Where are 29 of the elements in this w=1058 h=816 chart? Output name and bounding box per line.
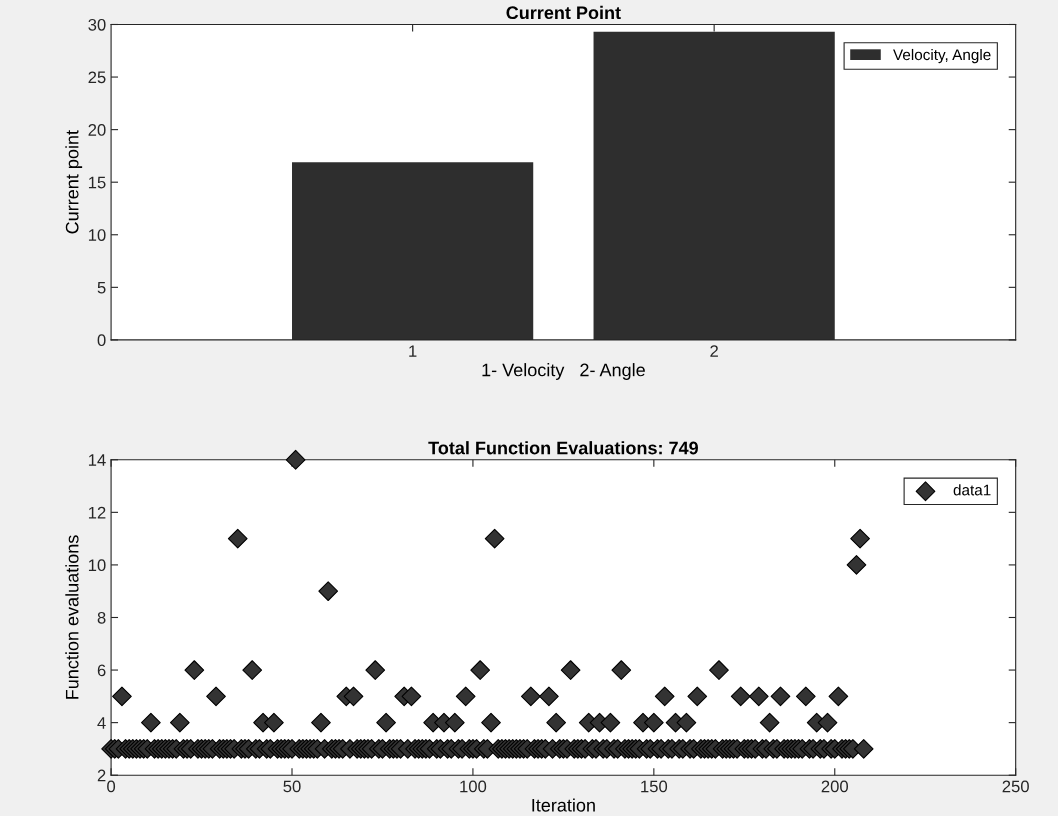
- y-tick-label: 2: [97, 769, 106, 782]
- chart-title: Current Point: [506, 5, 621, 20]
- y-tick-label: 8: [97, 611, 106, 624]
- x-axis-title: 1- Velocity 2- Angle: [482, 363, 645, 380]
- y-axis-title: Function evaluations: [65, 535, 79, 699]
- y-tick-label: 14: [88, 454, 106, 466]
- y-tick-label: 6: [97, 664, 106, 677]
- x-tick-label: 1: [409, 345, 417, 357]
- y-tick-label: 25: [88, 71, 106, 84]
- y-tick-label: 12: [88, 506, 106, 519]
- y-tick-label: 30: [88, 18, 106, 31]
- legend-label: Velocity, Angle: [893, 48, 991, 64]
- x-tick-label: 50: [283, 780, 301, 793]
- x-tick-label: 200: [821, 780, 849, 793]
- legend-label: data1: [953, 484, 991, 496]
- x-tick-label: 0: [107, 780, 116, 793]
- x-axis-title: Iteration: [532, 798, 595, 812]
- y-tick-label: 5: [97, 281, 106, 294]
- y-tick-label: 10: [88, 559, 106, 572]
- y-tick-label: 10: [88, 229, 106, 241]
- x-tick-label: 100: [460, 780, 487, 793]
- y-tick-label: 0: [97, 334, 106, 347]
- y-tick-label: 20: [88, 124, 106, 136]
- chart-title: Total Function Evaluations: 749: [428, 441, 698, 455]
- x-tick-label: 250: [1002, 780, 1029, 793]
- y-tick-label: 15: [88, 176, 106, 189]
- y-tick-label: 4: [97, 717, 106, 729]
- y-axis-title: Current point: [65, 130, 83, 234]
- x-tick-label: 150: [641, 780, 668, 793]
